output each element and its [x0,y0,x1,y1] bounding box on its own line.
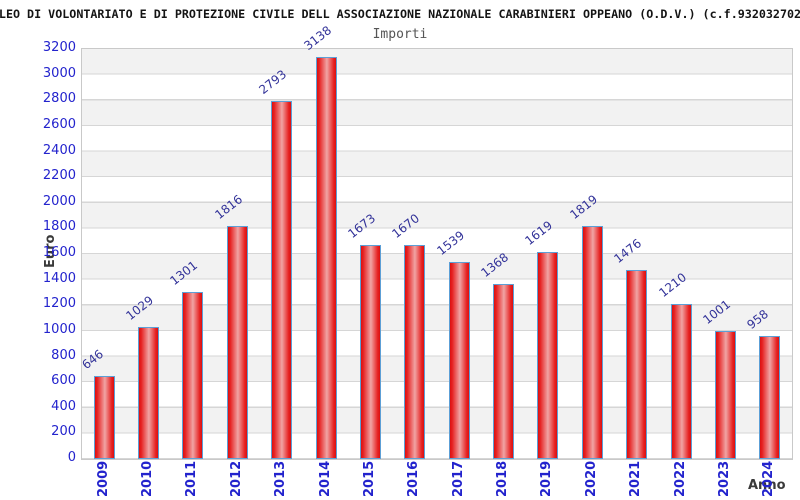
x-axis-tick-label: 2022 [672,460,688,497]
y-axis-tick-label: 800 [51,347,76,363]
x-axis-tick-label: 2021 [628,460,644,497]
y-axis-tick-label: 1000 [42,321,76,337]
y-axis-tick-label: 3000 [42,65,76,81]
y-axis-tick-label: 1400 [42,270,76,286]
x-axis-tick-label: 2010 [140,460,156,497]
bar [448,261,470,459]
y-axis-tick-label: 3200 [42,40,76,55]
bar [626,269,648,459]
y-axis-tick-label: 2600 [42,116,76,132]
y-axis-tick-label: 0 [67,450,76,465]
x-axis-tick-label: 2018 [495,460,511,497]
y-axis-tick-label: 400 [51,398,76,414]
x-axis-tick-label: 2014 [317,460,333,497]
y-axis-tick-label: 600 [51,373,76,389]
y-axis-tick-label: 1200 [42,296,76,312]
x-axis-tick-label: 2009 [95,460,111,497]
bar [271,101,293,459]
x-axis-tick-label: 2024 [761,460,777,497]
bar [404,245,426,459]
bar [359,244,381,459]
x-axis-tick-label: 2011 [184,460,200,497]
bar [182,292,204,459]
y-axis-tick-label: 2200 [42,168,76,184]
x-axis-tick-label: 2019 [539,460,555,497]
bar [581,225,603,459]
y-axis-tick-label: 1600 [42,245,76,260]
x-axis-tick-label: 2017 [450,460,466,497]
x-axis-tick-label: 2012 [228,460,244,497]
y-axis-tick-label: 1800 [42,219,76,235]
bar [493,283,515,459]
bar [759,336,781,459]
x-axis-tick-label: 2016 [406,460,422,497]
y-axis-tick-label: 2000 [42,193,76,209]
bar [93,376,115,459]
x-axis-tick-label: 2015 [361,460,377,497]
x-axis-tick-label: 2020 [583,460,599,497]
bar [670,303,692,459]
y-axis-tick-label: 2800 [42,91,76,107]
bar [537,251,559,459]
bar [714,330,736,459]
bar [138,327,160,459]
x-axis-title: Anno [748,478,786,493]
x-axis-tick-label: 2023 [716,460,732,497]
bar [226,226,248,459]
y-axis-tick-label: 200 [51,424,76,440]
plot-area [81,48,793,460]
bar [315,56,337,459]
y-axis-tick-label: 2400 [42,142,76,158]
chart-title: LEO DI VOLONTARIATO E DI PROTEZIONE CIVI… [0,7,800,21]
x-axis-tick-label: 2013 [273,460,289,497]
chart-subtitle: Importi [372,27,428,42]
